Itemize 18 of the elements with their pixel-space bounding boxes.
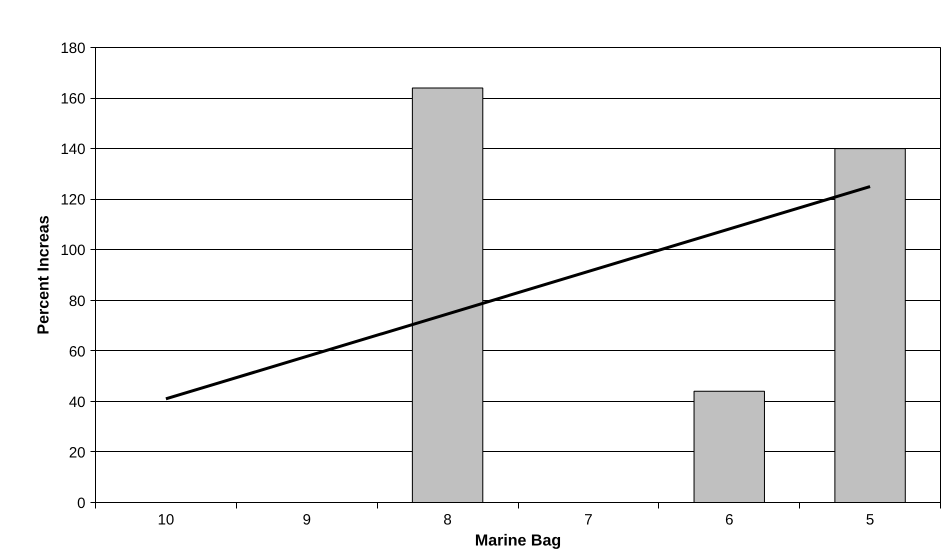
y-tick-label: 140 [60, 141, 86, 158]
x-tick-label: 6 [725, 512, 734, 528]
y-tick-label: 40 [68, 394, 86, 411]
y-axis-title: Percent Increas [35, 215, 52, 335]
y-tick-label: 20 [68, 444, 86, 462]
y-tick-label: 80 [68, 292, 86, 310]
y-tick-label: 0 [77, 495, 86, 512]
y-tick-label: 120 [60, 192, 86, 209]
x-tick-label: 5 [866, 512, 874, 528]
x-tick-label: 10 [158, 512, 174, 528]
y-tick-label: 60 [68, 343, 86, 360]
x-axis-title: Marine Bag [474, 532, 562, 550]
y-tick-label: 160 [60, 90, 86, 108]
x-tick-label: 9 [302, 512, 311, 528]
x-tick-label: 8 [443, 512, 452, 528]
y-tick-label: 180 [60, 40, 86, 57]
y-tick-label: 100 [60, 242, 86, 260]
x-tick-label: 7 [584, 512, 593, 528]
